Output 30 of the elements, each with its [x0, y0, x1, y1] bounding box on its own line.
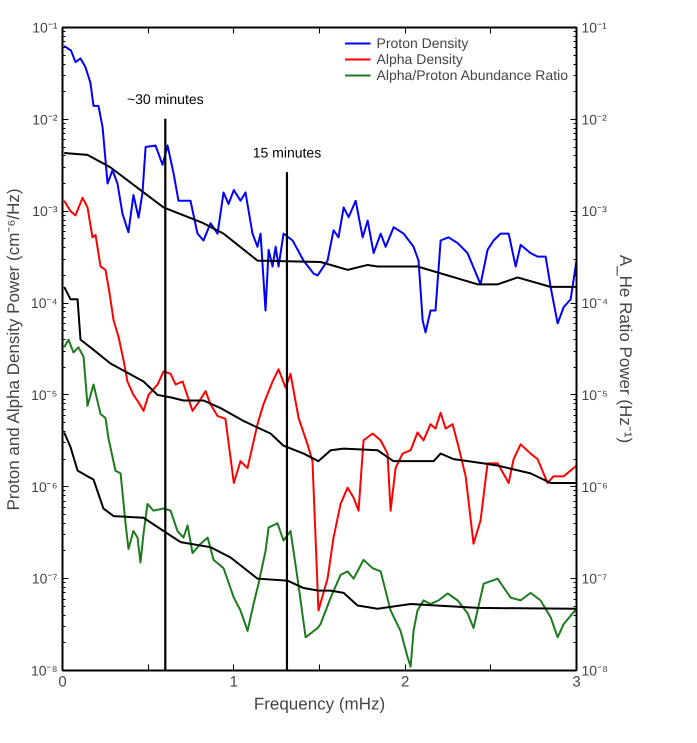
y-tick-label: 10⁻⁴: [30, 295, 58, 312]
x-tick-label: 1: [230, 674, 238, 690]
text: 10⁻²: [582, 111, 607, 128]
legend-label: Proton Density: [376, 35, 468, 51]
y2-axis-title: A_He Ratio Power (Hz⁻¹): [616, 254, 636, 444]
text: 10⁻⁸: [582, 662, 608, 678]
text: 10⁻⁷: [582, 570, 608, 587]
x-tick-label: 0: [58, 674, 67, 690]
legend-label: Alpha Density: [376, 51, 463, 67]
y-tick-label: 10⁻⁶: [31, 478, 58, 495]
y-tick-label: 10⁻²: [32, 111, 58, 128]
y-tick-label: 10⁻¹: [32, 20, 58, 36]
text: 10⁻³: [582, 203, 607, 220]
x-tick-label: 2: [400, 674, 410, 690]
text: 10⁻⁶: [582, 478, 608, 495]
line-series: [63, 196, 576, 612]
y-tick-label: 10⁻⁸: [31, 662, 58, 678]
y-tick-label: 10⁻⁷: [32, 570, 58, 587]
x-axis-title: Frequency (mHz): [254, 694, 386, 714]
y-tick-label: 10⁻³: [32, 203, 58, 220]
legend-label: Alpha/Proton Abundance Ratio: [376, 67, 568, 83]
line-series: [63, 338, 576, 668]
y-axis-title: Proton and Alpha Density Power (cm⁻⁶/Hz): [4, 188, 23, 510]
x-tick-label: 3: [572, 674, 581, 690]
y-tick-label: 10⁻⁵: [31, 386, 58, 403]
ref-line-label: 15 minutes: [252, 144, 322, 161]
ref-line-label: ~30 minutes: [126, 91, 204, 108]
text: 10⁻⁴: [582, 295, 608, 312]
text: 10⁻¹: [582, 20, 607, 36]
text: 10⁻⁵: [582, 386, 608, 403]
